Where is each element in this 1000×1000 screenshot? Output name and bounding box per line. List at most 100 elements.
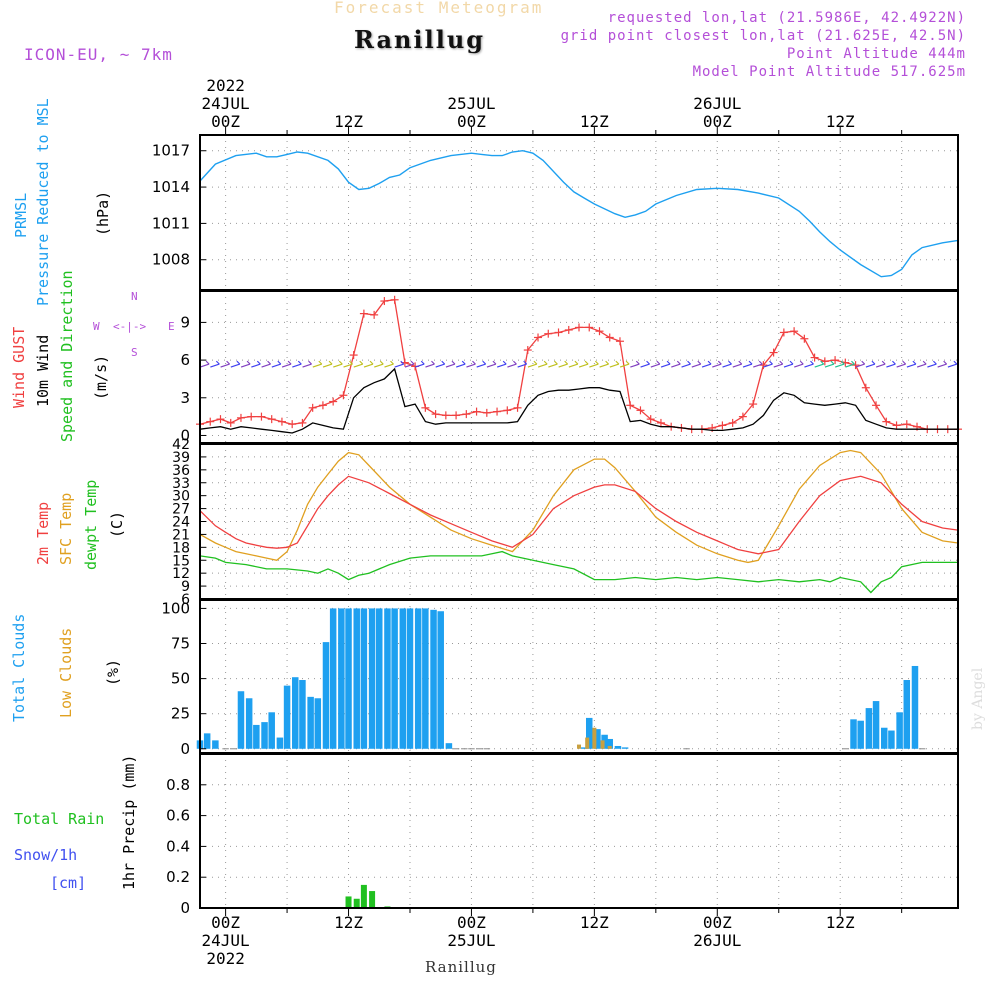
wind-direction-arrow <box>267 360 272 365</box>
y-tick-label: 0.6 <box>166 807 190 825</box>
time-label-line: 25JUL <box>447 931 496 950</box>
wind-direction-arrow <box>769 360 773 365</box>
wind-direction-arrow <box>476 363 486 368</box>
wind-direction-arrow <box>937 363 947 368</box>
time-label-line: 2022 <box>206 949 245 968</box>
wind-direction-arrow <box>517 363 527 368</box>
wind-direction-arrow <box>861 360 866 365</box>
cloud-bar <box>283 685 291 749</box>
wind-direction-arrow <box>281 363 292 368</box>
wind-direction-arrow <box>783 363 794 368</box>
cloud-bar <box>911 665 919 749</box>
wind-direction-arrow <box>328 360 333 365</box>
cloud-bar <box>414 608 422 749</box>
cloud-bar <box>406 608 414 749</box>
time-label: 25JUL 00Z <box>431 77 511 131</box>
compass-n: N <box>131 290 138 303</box>
time-label: 26JUL 00Z <box>677 77 757 131</box>
wind-direction-arrow <box>891 360 896 365</box>
wind-direction-arrow <box>369 360 374 365</box>
time-label-line: 00Z <box>702 112 732 131</box>
low-cloud-bar <box>607 745 612 749</box>
cloud-bar <box>384 608 391 749</box>
y-tick-label: 6 <box>180 351 190 369</box>
y-tick-label: 0.2 <box>166 868 190 886</box>
cloud-bar <box>276 737 284 749</box>
wind-direction-arrow <box>553 360 558 365</box>
cloud-bar <box>422 608 429 749</box>
wind-direction-arrow <box>947 363 958 368</box>
wind-direction-arrow <box>912 360 917 365</box>
wind-direction-arrow <box>496 363 507 368</box>
time-label-line: 12Z <box>825 913 855 932</box>
time-label: 12Z <box>554 77 634 131</box>
wind-direction-arrow <box>886 363 896 368</box>
wind-direction-arrow <box>240 363 251 368</box>
cloud-bar <box>445 743 453 749</box>
wind-direction-arrow <box>753 363 763 368</box>
wind-direction-arrow <box>635 360 640 365</box>
wind-direction-arrow <box>523 360 528 365</box>
wind-direction-arrow <box>425 363 435 368</box>
wind-direction-arrow <box>558 363 568 368</box>
wind-direction-arrow <box>343 363 353 368</box>
cloud-bar <box>872 701 880 749</box>
y-tick-label: 9 <box>180 313 190 331</box>
y-tick-label: 24 <box>172 515 190 531</box>
cloud-bar <box>253 724 260 749</box>
wind-direction-arrow <box>804 363 814 368</box>
wind-direction-arrow <box>251 363 261 368</box>
wind-direction-arrow <box>492 360 497 365</box>
cloud-bar <box>391 608 398 749</box>
precip-bar <box>360 884 367 908</box>
wind-direction-arrow <box>461 360 466 365</box>
model-altitude: Model Point Altitude 517.625m <box>692 64 966 80</box>
panel-frame <box>199 134 959 291</box>
y-tick-label: 1011 <box>152 214 190 232</box>
wind-direction-arrow <box>420 360 425 365</box>
wind-direction-arrow <box>574 360 579 365</box>
wind-direction-arrow <box>666 360 671 365</box>
y-tick-label: 100 <box>161 599 190 617</box>
wind-direction-arrow <box>302 363 312 368</box>
low-cloud-bar <box>585 737 590 749</box>
wind-direction-arrow <box>199 363 210 368</box>
wind-direction-arrow <box>349 360 353 365</box>
time-label-line: 12Z <box>334 913 363 932</box>
wind-direction-arrow <box>210 363 220 368</box>
cloud-bar <box>896 712 903 749</box>
compass-e: E <box>168 320 175 333</box>
cloud-bar <box>857 720 864 749</box>
wind-direction-arrow <box>722 363 732 368</box>
compass-s: S <box>131 346 138 359</box>
y-tick-label: 75 <box>171 635 190 653</box>
wind-direction-arrow <box>338 360 343 365</box>
sfc-temp-line <box>199 449 959 564</box>
temp-2m-line <box>199 475 959 555</box>
time-label: 12Z <box>554 914 634 968</box>
wind-direction-arrow <box>456 363 466 368</box>
cloud-bar <box>580 747 588 749</box>
cm-label: [cm] <box>50 874 87 892</box>
wind-direction-arrow <box>277 360 282 365</box>
cloud-bar <box>203 733 211 749</box>
wind-direction-arrow <box>748 360 753 365</box>
wind-direction-arrow <box>594 360 599 365</box>
snow-label: Snow/1h <box>14 846 78 864</box>
cloud-bar <box>345 608 352 749</box>
wind-direction-arrow <box>640 363 650 368</box>
wind-direction-arrow <box>789 360 794 365</box>
wind-direction-arrow <box>486 363 497 368</box>
wind-direction-arrow <box>466 363 476 368</box>
cloud-bar <box>614 745 622 749</box>
wind-direction-arrow <box>865 363 876 368</box>
cloud-bar <box>360 608 368 749</box>
wind-direction-arrow <box>758 360 763 365</box>
wind-direction-arrow <box>441 360 446 365</box>
wind-direction-arrow <box>533 360 538 365</box>
wind-direction-arrow <box>312 363 322 368</box>
wind-direction-arrow <box>359 360 364 365</box>
wind-direction-arrow <box>814 363 824 368</box>
wind-direction-arrow <box>236 360 241 365</box>
time-label: 12Z <box>309 914 389 968</box>
